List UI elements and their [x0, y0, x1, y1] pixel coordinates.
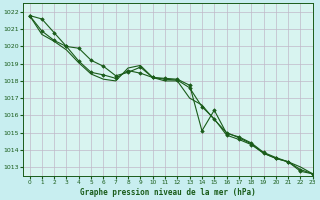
X-axis label: Graphe pression niveau de la mer (hPa): Graphe pression niveau de la mer (hPa): [80, 188, 256, 197]
